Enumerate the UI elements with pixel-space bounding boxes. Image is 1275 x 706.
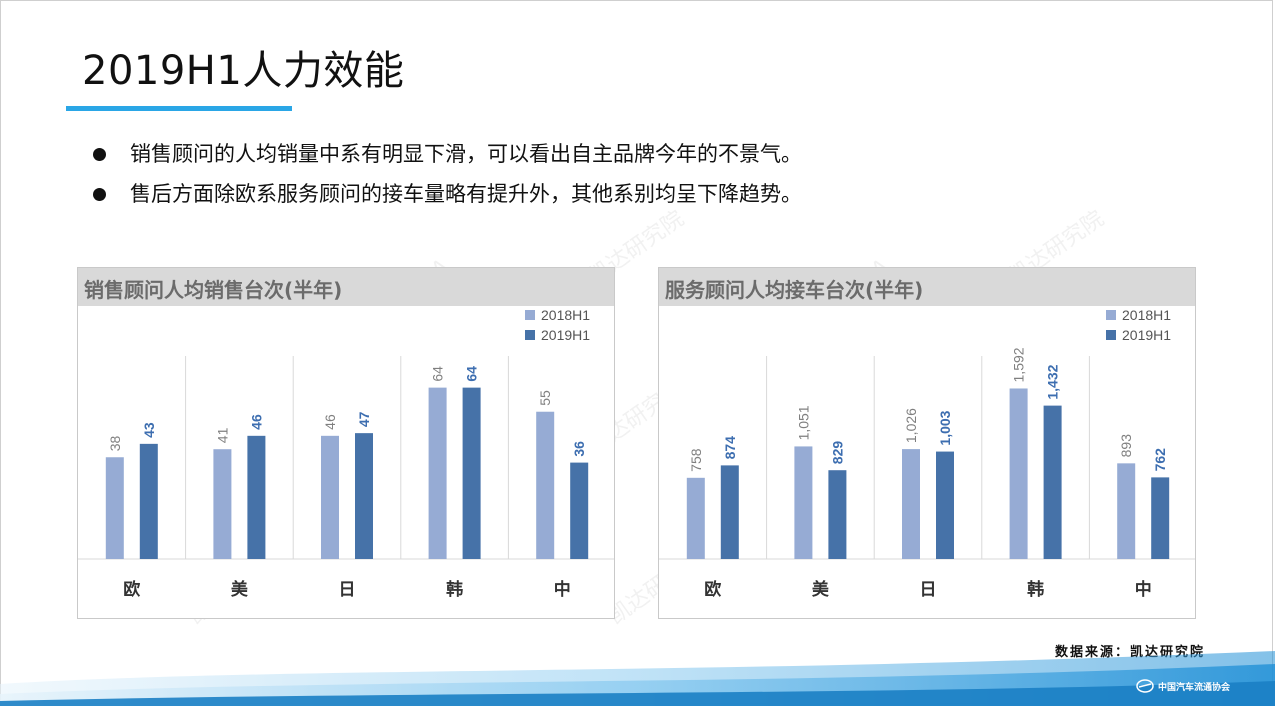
footer-logo: 中国汽车流通协会	[1136, 678, 1230, 694]
data-label: 64	[464, 366, 480, 382]
sales-chart: 38 43 欧 41 46 美 46 47 日 64 64 韩 55 36 中 2018H1 2019H1	[78, 307, 614, 600]
data-label: 762	[1152, 448, 1168, 472]
bar-2018H1	[321, 435, 339, 559]
bar-2018H1	[105, 457, 124, 559]
legend-label: 2018H1	[1122, 307, 1171, 323]
bar-2019H1	[570, 462, 589, 559]
bar-2019H1	[720, 465, 739, 559]
bar-2018H1	[536, 411, 555, 559]
category-label: 欧	[704, 579, 721, 600]
data-label: 1,003	[937, 410, 953, 445]
service-chart: 758 874 欧 1,051 829 美 1,026 1,003 日 1,592 1,432 韩 89…	[659, 307, 1195, 600]
bar-2018H1	[213, 449, 232, 559]
bar-2019H1	[355, 433, 373, 559]
category-label: 中	[554, 579, 571, 600]
sales-chart-panel: 销售顾问人均销售台次(半年) 38 43 欧 41 46 美 46 47 日 64 64 韩 55 36 中…	[77, 267, 615, 619]
data-label: 64	[430, 366, 446, 382]
bar-2018H1	[1009, 388, 1028, 559]
bar-2019H1	[1151, 477, 1170, 559]
data-label: 1,432	[1045, 364, 1061, 399]
bar-2019H1	[139, 443, 158, 559]
bar-2019H1	[247, 435, 266, 559]
data-label: 829	[829, 441, 845, 465]
bullet-item: 售后方面除欧系服务顾问的接车量略有提升外，其他系别均呈下降趋势。	[88, 178, 802, 218]
data-label: 893	[1118, 434, 1134, 458]
category-label: 欧	[123, 579, 140, 600]
page-title: 2019H1人力效能	[82, 48, 405, 94]
cada-logo-icon	[1136, 679, 1154, 693]
data-label: 43	[141, 422, 157, 438]
bar-2019H1	[936, 451, 954, 559]
legend-label: 2019H1	[541, 327, 590, 343]
chart-header: 销售顾问人均销售台次(半年)	[78, 268, 614, 306]
category-label: 美	[812, 579, 830, 600]
category-label: 日	[920, 580, 937, 600]
legend-swatch	[1106, 310, 1116, 320]
category-label: 韩	[446, 579, 463, 600]
chart-header: 服务顾问人均接车台次(半年)	[659, 268, 1195, 306]
data-label: 1,051	[795, 405, 811, 440]
bullet-text: 售后方面除欧系服务顾问的接车量略有提升外，其他系别均呈下降趋势。	[130, 182, 802, 206]
data-label: 36	[571, 441, 587, 457]
category-label: 美	[231, 579, 249, 600]
title-underline	[66, 106, 292, 111]
footer-wave	[0, 651, 1275, 706]
category-label: 中	[1135, 579, 1152, 600]
category-label: 日	[339, 580, 356, 600]
bullet-item: 销售顾问的人均销量中系有明显下滑，可以看出自主品牌今年的不景气。	[88, 138, 802, 178]
bullet-dot-icon	[93, 148, 106, 161]
data-label: 1,026	[903, 408, 919, 443]
bar-2018H1	[1117, 463, 1136, 559]
data-label: 46	[248, 414, 264, 430]
bar-2019H1	[1043, 405, 1062, 559]
bar-2018H1	[428, 387, 447, 559]
data-label: 55	[537, 390, 553, 406]
bullet-dot-icon	[93, 188, 106, 201]
data-label: 41	[214, 427, 230, 443]
chart-title: 销售顾问人均销售台次(半年)	[84, 278, 343, 302]
bullet-list: 销售顾问的人均销量中系有明显下滑，可以看出自主品牌今年的不景气。 售后方面除欧系…	[88, 138, 802, 218]
bar-2018H1	[794, 446, 813, 559]
data-label: 46	[322, 414, 338, 430]
bullet-text: 销售顾问的人均销量中系有明显下滑，可以看出自主品牌今年的不景气。	[130, 142, 802, 166]
legend-swatch	[525, 310, 535, 320]
legend-swatch	[525, 330, 535, 340]
footer-logo-text: 中国汽车流通协会	[1158, 682, 1231, 693]
data-label: 874	[722, 436, 738, 460]
bar-2019H1	[828, 470, 847, 559]
data-label: 38	[107, 435, 123, 451]
data-label: 758	[688, 448, 704, 472]
data-label: 1,592	[1011, 347, 1027, 382]
data-label: 47	[356, 411, 372, 427]
bar-2018H1	[902, 449, 920, 559]
legend-swatch	[1106, 330, 1116, 340]
legend-label: 2018H1	[541, 307, 590, 323]
category-label: 韩	[1027, 579, 1044, 600]
service-chart-panel: 服务顾问人均接车台次(半年) 758 874 欧 1,051 829 美 1,026 1,00…	[658, 267, 1196, 619]
bar-2018H1	[686, 477, 705, 559]
bar-2019H1	[462, 387, 481, 559]
legend-label: 2019H1	[1122, 327, 1171, 343]
chart-title: 服务顾问人均接车台次(半年)	[665, 278, 924, 302]
